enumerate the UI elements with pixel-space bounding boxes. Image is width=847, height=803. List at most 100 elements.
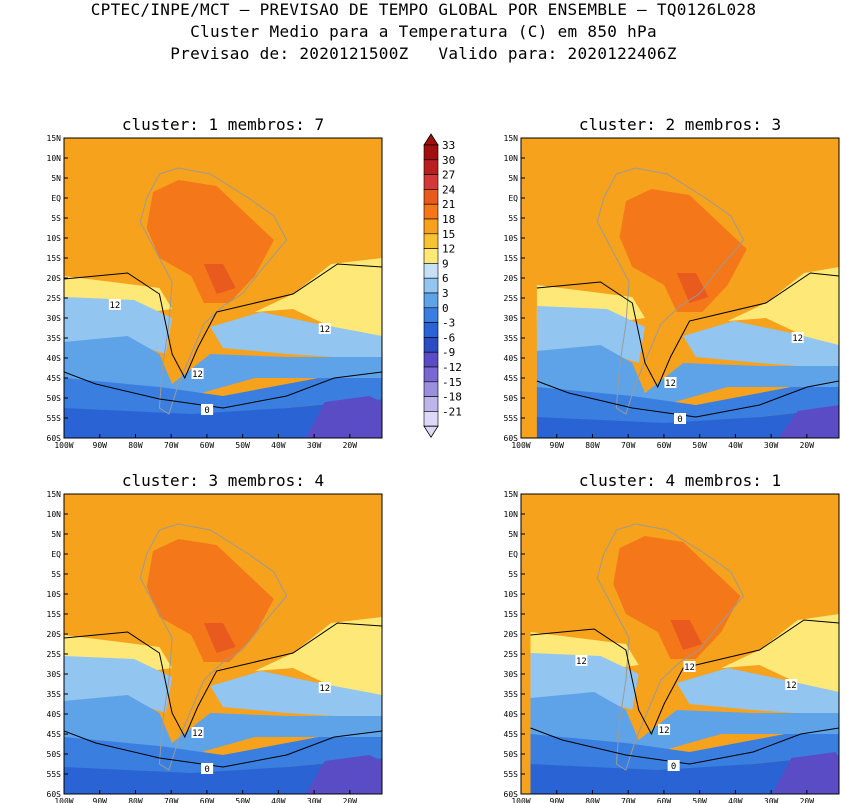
legend-value: 0 (442, 302, 449, 315)
panel-frame (63, 137, 383, 439)
legend-value: 12 (442, 243, 455, 256)
lon-label: 80W (128, 441, 143, 450)
map-panel-2: 12 12 0 cluster: 2 membros: 3 15N 10N 5N EQ 5S 10… (504, 115, 840, 450)
lat-label: EQ (508, 550, 518, 559)
lat-label: 5N (508, 174, 518, 183)
lon-label: 90W (93, 441, 108, 450)
header-line-2: Cluster Medio para a Temperatura (C) em … (190, 22, 657, 41)
contour-line (64, 263, 382, 380)
contour-label: 12 (576, 657, 587, 667)
lat-label: 15N (504, 490, 519, 499)
contour-label-bg (201, 763, 214, 774)
panel-title: cluster: 4 membros: 1 (579, 471, 781, 490)
temperature-field (64, 695, 382, 755)
lon-label: 60W (657, 797, 672, 803)
contour-line (64, 730, 382, 768)
lon-label: 40W (271, 797, 286, 803)
temperature-field (305, 396, 382, 438)
lat-label: 5S (508, 214, 518, 223)
temperature-field (536, 408, 839, 438)
lat-label: 5S (51, 214, 61, 223)
panel-title: cluster: 3 membros: 4 (122, 471, 324, 490)
temperature-field (676, 273, 709, 303)
lon-label: 50W (692, 797, 707, 803)
legend-swatch (423, 233, 439, 249)
lat-label: 10N (504, 510, 519, 519)
lat-label: 60S (47, 434, 62, 443)
lat-label: 15N (47, 134, 62, 143)
legend-swatch (423, 263, 439, 279)
temperature-field (536, 345, 839, 405)
panel-frame (520, 137, 840, 439)
temperature-field (146, 539, 274, 662)
lat-label: 25S (47, 294, 62, 303)
lat-label: 55S (504, 770, 519, 779)
contour-label-bg (658, 724, 671, 735)
legend-arrow-top (423, 133, 439, 146)
lat-label: 15N (504, 134, 519, 143)
lat-label: 25S (504, 294, 519, 303)
contour-label: 12 (319, 684, 330, 694)
contour-line (536, 380, 839, 418)
temperature-field (203, 264, 236, 294)
coastline (139, 523, 288, 771)
lat-label: EQ (508, 194, 518, 203)
lat-label: 60S (47, 790, 62, 799)
lon-label: 90W (550, 441, 565, 450)
lat-label: 10N (504, 154, 519, 163)
lon-label: 50W (692, 441, 707, 450)
map-panel-1: 12 12 12 0 cluster: 1 membros: 7 15N 10N 5N EQ 5S… (47, 115, 383, 450)
coastline (139, 167, 288, 415)
header-line-1: CPTEC/INPE/MCT – PREVISAO DE TEMPO GLOBA… (90, 0, 757, 19)
panel-title: cluster: 1 membros: 7 (122, 115, 324, 134)
contour-label-bg (191, 368, 204, 379)
temperature-field (676, 668, 839, 716)
legend-value: 33 (442, 139, 455, 152)
temperature-field (64, 336, 382, 396)
temperature-field (619, 189, 747, 312)
lon-label: 90W (93, 797, 108, 803)
lat-label: 55S (47, 770, 62, 779)
lat-label: 5N (51, 530, 61, 539)
lat-label: 50S (504, 394, 519, 403)
contour-label-bg (318, 682, 331, 693)
legend-value: -18 (442, 391, 462, 404)
lat-label: 45S (504, 374, 519, 383)
legend-swatch (423, 366, 439, 383)
contour-label: 12 (109, 301, 120, 311)
temperature-field (254, 258, 382, 339)
lon-label: 30W (307, 441, 322, 450)
temperature-field (530, 755, 839, 794)
legend-swatch (423, 337, 439, 353)
lat-label: 10S (47, 234, 62, 243)
coastline (596, 523, 745, 771)
lon-label: 70W (164, 441, 179, 450)
temperature-field (64, 737, 382, 776)
map-panel-3: 12 12 0 cluster: 3 membros: 4 15N 10N 5N EQ 5S 10… (47, 471, 383, 803)
temperature-field (210, 671, 382, 719)
legend-swatch (423, 351, 439, 368)
lat-label: 40S (504, 354, 519, 363)
contour-label-bg (575, 655, 588, 666)
contour-label-bg (791, 332, 804, 343)
lat-label: 25S (504, 650, 519, 659)
temperature-field (683, 321, 839, 369)
legend-swatch (423, 277, 439, 294)
legend-swatch (423, 396, 439, 412)
legend-value: 6 (442, 272, 449, 285)
temperature-field (203, 623, 236, 653)
lat-label: 45S (47, 730, 62, 739)
lat-label: 35S (504, 334, 519, 343)
lat-label: 40S (47, 354, 62, 363)
contour-label: 12 (659, 726, 670, 736)
legend-value: 3 (442, 287, 449, 300)
lat-label: 40S (504, 710, 519, 719)
contour-label: 12 (684, 663, 695, 673)
lon-label: 70W (621, 797, 636, 803)
legend-value: 9 (442, 257, 449, 270)
legend-value: -15 (442, 376, 462, 389)
legend-swatch (423, 159, 439, 175)
lat-label: 50S (504, 750, 519, 759)
lon-label: 50W (235, 441, 250, 450)
lat-label: 20S (47, 630, 62, 639)
